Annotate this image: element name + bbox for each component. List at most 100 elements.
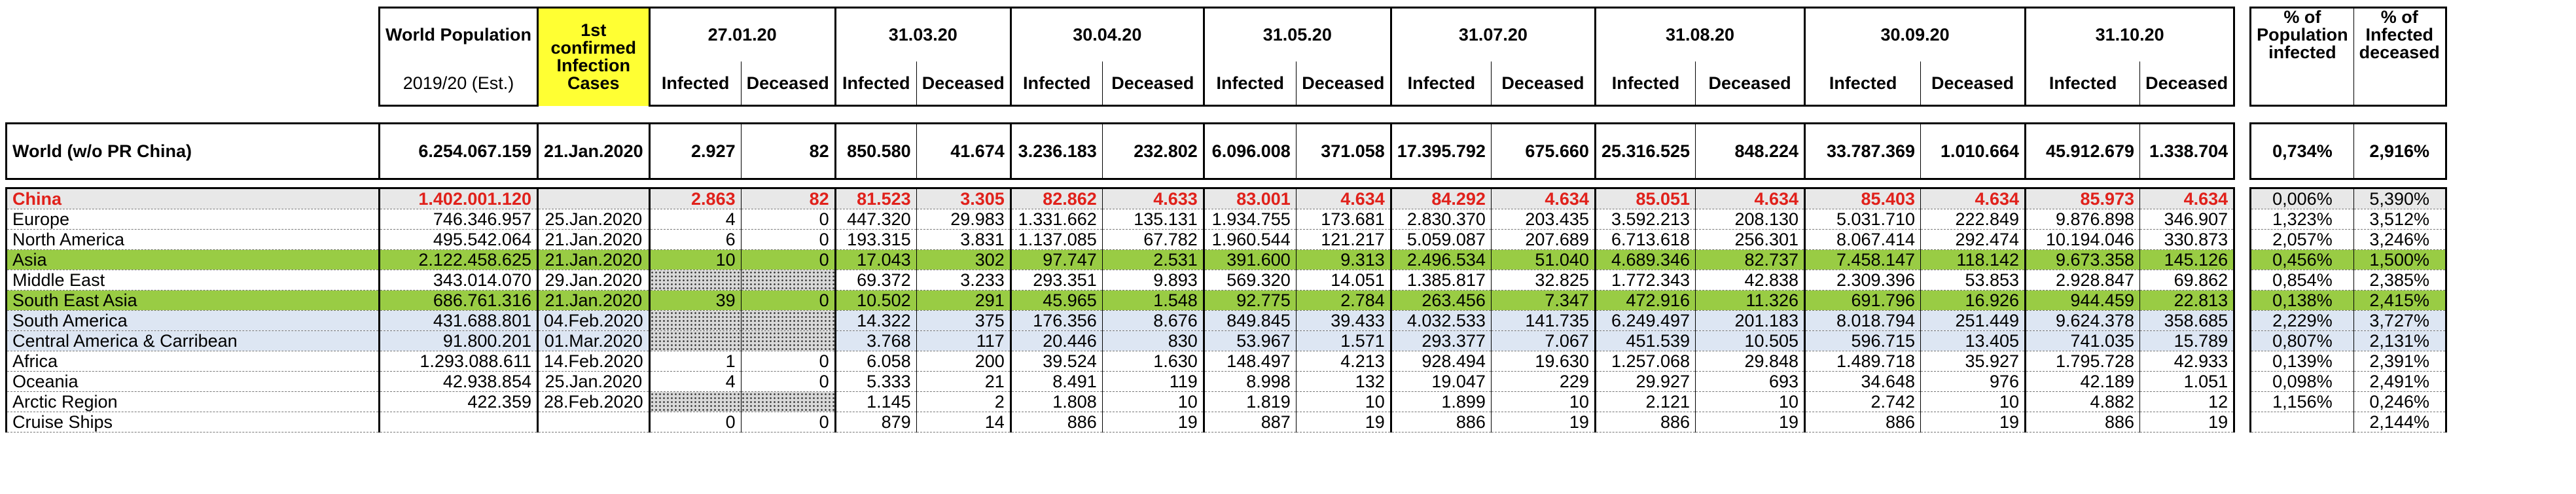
deceased-cell: 0 [741, 209, 836, 230]
date-header-31.03.20: 31.03.20 [835, 7, 1012, 62]
first-case-header: 1st confirmed Infection Cases [536, 7, 651, 106]
pct-deceased-cell: 2,144% [2353, 412, 2447, 432]
infected-cell: 39.524 [1011, 351, 1103, 372]
region-row: Asia 2.122.458.625 21.Jan.2020 10 0 17.043 302… [5, 249, 2447, 270]
infected-column-header: Infected [1391, 62, 1492, 107]
infected-cell: 17.395.792 [1391, 122, 1492, 180]
infected-cell: 886 [1804, 412, 1922, 432]
infected-cell: 85.051 [1595, 187, 1696, 209]
infected-cell: 596.715 [1804, 330, 1922, 351]
separator-gap [2234, 250, 2251, 270]
infected-cell: 263.456 [1391, 290, 1492, 311]
world-total-row: World (w/o PR China) 6.254.067.159 21.Jan.… [5, 122, 2447, 180]
infected-cell: 691.796 [1804, 290, 1922, 311]
region-name: South America [5, 310, 380, 331]
deceased-cell: 358.685 [2139, 310, 2236, 331]
deceased-cell: 51.040 [1491, 249, 1596, 270]
infected-column-header: Infected [1804, 62, 1922, 107]
infected-cell: 8.998 [1204, 371, 1297, 392]
separator-gap [2234, 372, 2251, 392]
infected-cell [649, 330, 742, 351]
infected-cell: 33.787.369 [1804, 122, 1922, 180]
pct-infected-cell: 0,807% [2249, 330, 2354, 351]
deceased-cell: 291 [916, 290, 1012, 311]
pct-deceased-cell: 2,491% [2353, 371, 2447, 392]
infected-cell: 14.322 [835, 310, 917, 331]
infected-cell [649, 391, 742, 412]
infected-cell: 391.600 [1204, 249, 1297, 270]
world-population-header: World Population [378, 7, 538, 62]
first-case-cell: 25.Jan.2020 [537, 209, 651, 230]
deceased-cell: 0 [741, 290, 836, 311]
deceased-cell: 132 [1296, 371, 1392, 392]
deceased-column-header: Deceased [1102, 62, 1205, 107]
infected-cell: 25.316.525 [1595, 122, 1696, 180]
deceased-cell: 1.548 [1102, 290, 1205, 311]
population-cell: 1.402.001.120 [378, 187, 539, 209]
region-row: China 1.402.001.120 2.863 82 81.523 3.305 82.8… [5, 187, 2447, 209]
infected-cell: 2.927 [649, 122, 742, 180]
infected-cell: 886 [1391, 412, 1492, 432]
pct-deceased-cell: 3,246% [2353, 229, 2447, 250]
deceased-cell: 14 [916, 412, 1012, 432]
first-case-cell: 29.Jan.2020 [537, 270, 651, 291]
pct-deceased-cell: 2,391% [2353, 351, 2447, 372]
region-name: Arctic Region [5, 391, 380, 412]
deceased-cell: 7.067 [1491, 330, 1596, 351]
deceased-cell: 41.674 [916, 122, 1012, 180]
pct-deceased-cell: 3,512% [2353, 209, 2447, 230]
row-gap [7, 179, 2446, 188]
infected-column-header: Infected [835, 62, 917, 107]
separator-gap [2234, 209, 2251, 230]
deceased-cell: 53.853 [1920, 270, 2027, 291]
infected-cell: 3.236.183 [1011, 122, 1103, 180]
deceased-cell: 976 [1920, 371, 2027, 392]
date-header-30.04.20: 30.04.20 [1011, 7, 1205, 62]
deceased-cell: 121.217 [1296, 229, 1392, 250]
deceased-cell: 11.326 [1695, 290, 1806, 311]
deceased-cell: 69.862 [2139, 270, 2236, 291]
infected-cell: 9.673.358 [2025, 249, 2141, 270]
pct-deceased-cell: 3,727% [2353, 310, 2447, 331]
population-cell: 495.542.064 [378, 229, 539, 250]
region-name: Oceania [5, 371, 380, 392]
deceased-cell: 371.058 [1296, 122, 1392, 180]
deceased-cell: 203.435 [1491, 209, 1596, 230]
region-row: North America 495.542.064 21.Jan.2020 6 0 193… [5, 229, 2447, 250]
infected-cell: 193.315 [835, 229, 917, 250]
deceased-cell: 3.233 [916, 270, 1012, 291]
region-name: Africa [5, 351, 380, 372]
deceased-cell: 19 [1296, 412, 1392, 432]
deceased-cell: 251.449 [1920, 310, 2027, 331]
population-cell: 6.254.067.159 [378, 122, 539, 180]
deceased-column-header: Deceased [1296, 62, 1392, 107]
first-case-cell: 25.Jan.2020 [537, 371, 651, 392]
deceased-column-header: Deceased [741, 62, 836, 107]
deceased-cell: 201.183 [1695, 310, 1806, 331]
pct-infected-cell: 0,098% [2249, 371, 2354, 392]
infected-cell: 92.775 [1204, 290, 1297, 311]
deceased-cell: 19 [1491, 412, 1596, 432]
first-case-cell: 04.Feb.2020 [537, 310, 651, 331]
infected-cell: 85.403 [1804, 187, 1922, 209]
region-name: China [5, 187, 380, 209]
pct-deceased-cell: 1,500% [2353, 249, 2447, 270]
infected-cell: 176.356 [1011, 310, 1103, 331]
region-row: Arctic Region 422.359 28.Feb.2020 1.145 2 1.8… [5, 391, 2447, 412]
separator-gap [2234, 351, 2251, 372]
deceased-cell: 2.531 [1102, 249, 1205, 270]
first-case-cell: 14.Feb.2020 [537, 351, 651, 372]
infected-cell: 8.067.414 [1804, 229, 1922, 250]
deceased-cell: 675.660 [1491, 122, 1596, 180]
deceased-cell: 117 [916, 330, 1012, 351]
deceased-cell: 10 [1296, 391, 1392, 412]
pct-deceased-cell: 5,390% [2353, 187, 2447, 209]
population-cell: 343.014.070 [378, 270, 539, 291]
infected-cell: 42.189 [2025, 371, 2141, 392]
infected-cell: 4 [649, 371, 742, 392]
separator-gap [2234, 331, 2251, 351]
deceased-cell: 67.782 [1102, 229, 1205, 250]
infected-cell: 5.333 [835, 371, 917, 392]
pct-infected-cell: 0,138% [2249, 290, 2354, 311]
deceased-cell: 848.224 [1695, 122, 1806, 180]
